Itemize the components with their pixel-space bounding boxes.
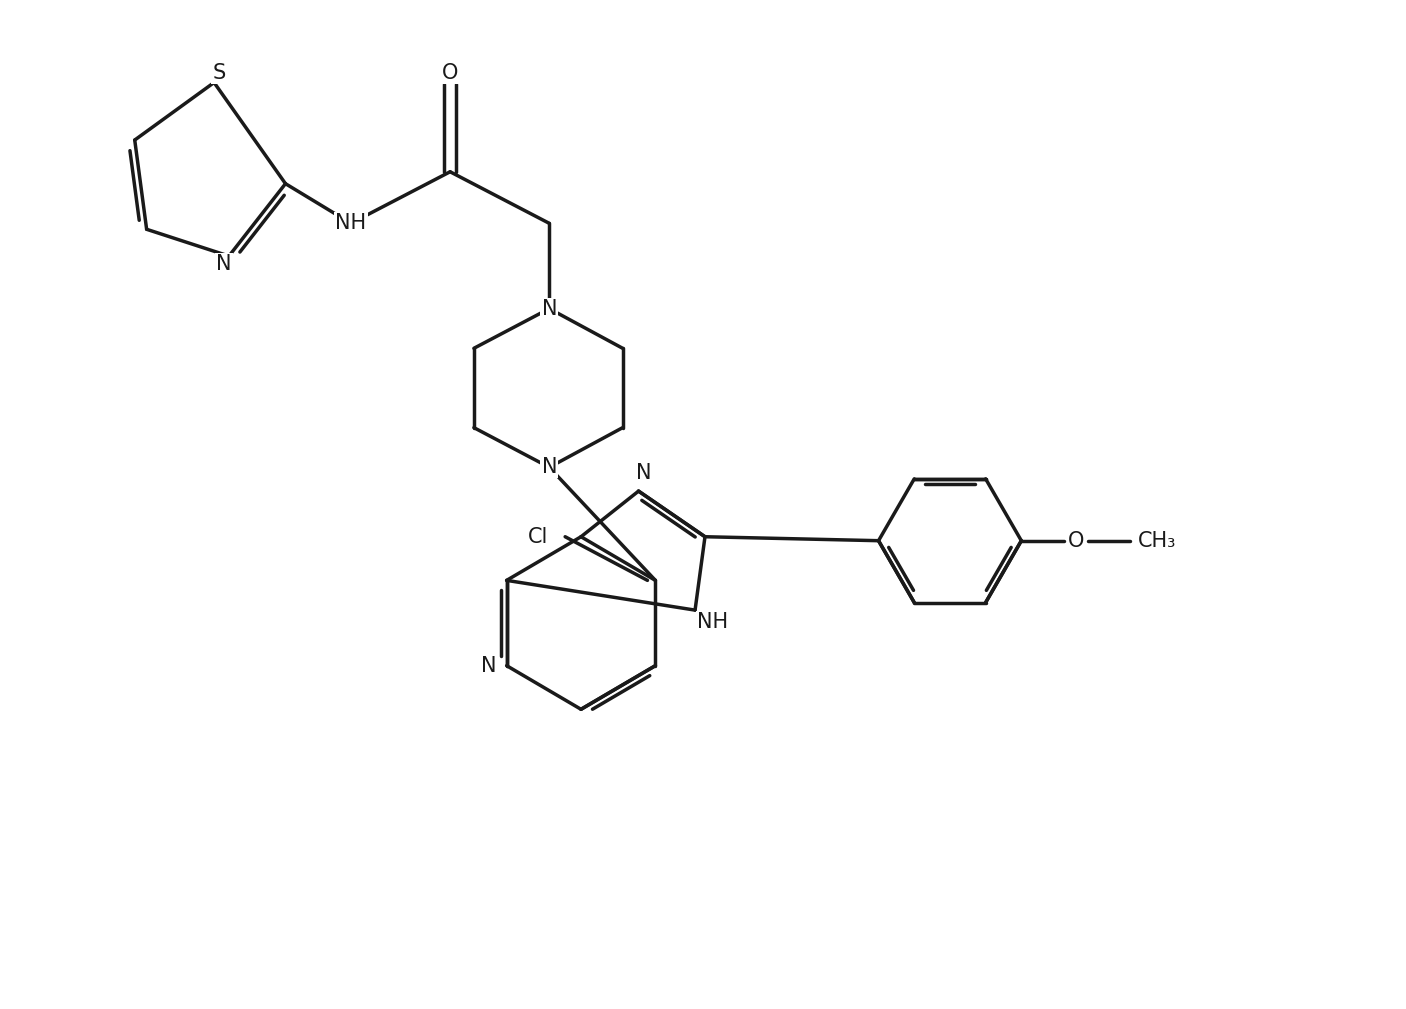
Text: Cl: Cl	[529, 527, 548, 547]
Text: N: N	[636, 463, 651, 483]
Text: O: O	[441, 63, 458, 83]
Text: N: N	[541, 299, 557, 319]
Text: S: S	[212, 63, 225, 83]
Text: NH: NH	[336, 213, 367, 233]
Text: N: N	[541, 457, 557, 477]
Text: N: N	[217, 254, 232, 274]
Text: N: N	[481, 656, 496, 676]
Text: CH₃: CH₃	[1137, 531, 1177, 551]
Text: O: O	[1067, 531, 1084, 551]
Text: NH: NH	[697, 612, 728, 632]
